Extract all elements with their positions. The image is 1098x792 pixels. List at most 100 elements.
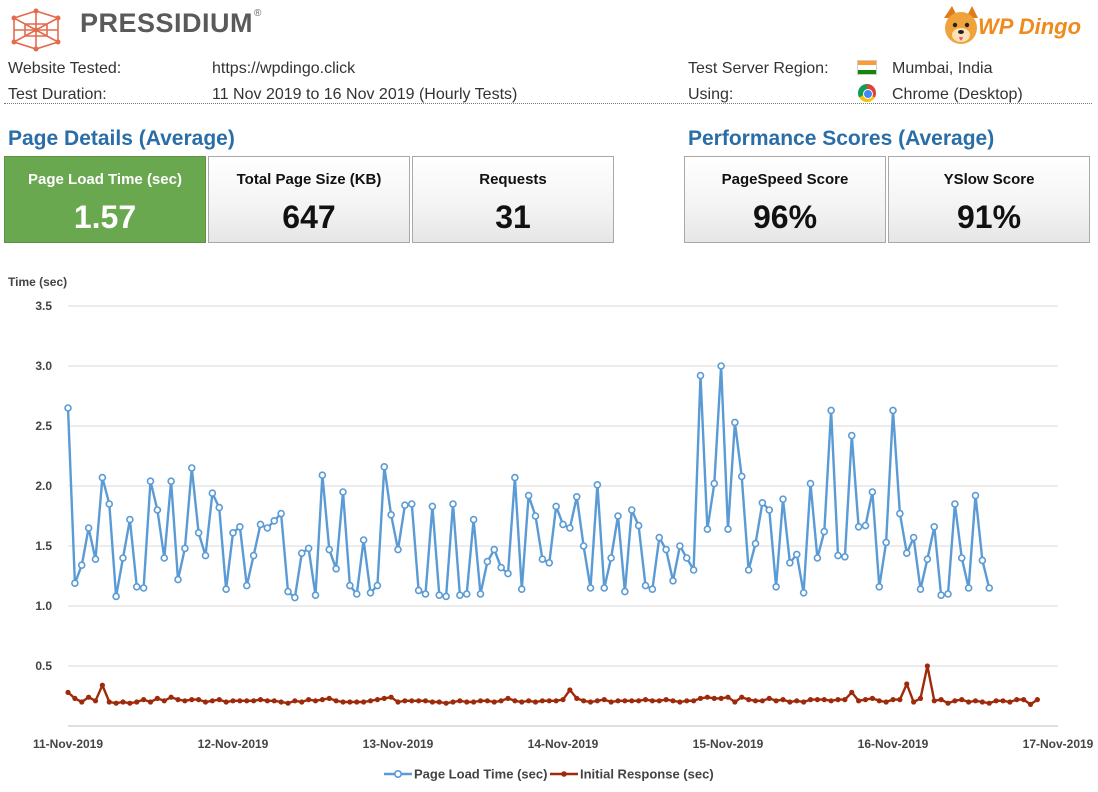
data-point — [271, 698, 277, 704]
header-divider — [4, 103, 1092, 104]
data-point — [600, 584, 609, 592]
data-point — [333, 698, 339, 704]
data-point — [154, 695, 160, 701]
data-point — [462, 590, 471, 598]
data-point — [153, 506, 162, 514]
page-load-time-label: Page Load Time (sec) — [28, 171, 182, 188]
data-point — [450, 699, 456, 705]
y-tick-label: 3.5 — [35, 299, 52, 313]
x-tick-label: 17-Nov-2019 — [1023, 737, 1094, 751]
dingo-mascot-icon — [944, 6, 978, 44]
data-point — [1021, 697, 1027, 703]
data-point — [937, 591, 945, 600]
data-point — [924, 663, 930, 669]
data-point — [119, 554, 127, 562]
data-point — [497, 563, 505, 572]
pagespeed-card: PageSpeed Score 96% — [684, 156, 886, 243]
data-point — [511, 473, 519, 482]
data-point — [139, 584, 148, 592]
data-point — [765, 506, 774, 514]
y-tick-label: 1.0 — [35, 599, 52, 613]
data-point — [256, 520, 265, 529]
website-value: https://wpdingo.click — [212, 60, 356, 77]
data-point — [581, 698, 587, 704]
data-point — [187, 464, 196, 472]
data-point — [297, 549, 306, 558]
data-point — [524, 491, 533, 500]
data-point — [779, 495, 787, 503]
y-tick-label: 1.5 — [35, 539, 52, 553]
data-point — [704, 694, 710, 700]
total-page-size-card: Total Page Size (KB) 647 — [208, 156, 410, 243]
yslow-label: YSlow Score — [943, 171, 1035, 188]
data-point — [835, 697, 841, 703]
data-point — [622, 698, 628, 704]
data-point — [339, 488, 347, 496]
region-label: Test Server Region: — [688, 60, 829, 77]
data-point — [847, 431, 856, 440]
x-tick-label: 15-Nov-2019 — [693, 737, 764, 751]
data-point — [971, 491, 980, 500]
data-point — [352, 590, 361, 598]
data-point — [422, 698, 429, 704]
data-point — [902, 549, 911, 558]
data-point — [684, 698, 690, 704]
data-point — [614, 512, 622, 520]
data-point — [484, 698, 490, 704]
data-point — [216, 697, 222, 703]
data-point — [587, 699, 594, 705]
data-point — [641, 581, 650, 590]
data-point — [634, 521, 643, 530]
data-point — [292, 698, 298, 704]
data-point — [299, 699, 305, 705]
data-point — [483, 557, 492, 566]
data-point — [201, 551, 210, 560]
data-point — [945, 700, 951, 706]
data-point — [257, 697, 264, 703]
x-tick-label: 13-Nov-2019 — [363, 737, 434, 751]
data-point — [306, 697, 312, 703]
data-point — [1014, 697, 1020, 703]
data-point — [517, 585, 526, 594]
data-point — [828, 698, 834, 704]
data-point — [849, 689, 855, 695]
using-value: Chrome (Desktop) — [892, 86, 1023, 103]
data-point — [394, 545, 402, 554]
using-label: Using: — [688, 86, 734, 103]
data-point — [923, 555, 932, 564]
data-point — [897, 697, 903, 703]
data-point — [904, 681, 910, 687]
data-point — [751, 539, 760, 548]
data-point — [642, 697, 649, 703]
chrome-icon — [858, 84, 876, 102]
data-point — [594, 698, 600, 704]
data-point — [98, 473, 107, 482]
data-point — [703, 525, 712, 534]
page-load-time-card: Page Load Time (sec) 1.57 — [4, 156, 206, 243]
data-point — [978, 556, 987, 565]
data-point — [875, 582, 884, 591]
data-point — [959, 697, 965, 703]
data-point — [979, 699, 985, 705]
data-point — [1007, 699, 1013, 705]
data-point — [952, 698, 958, 704]
data-point — [545, 558, 554, 567]
data-point — [326, 695, 332, 701]
data-point — [134, 699, 140, 705]
pagespeed-value: 96% — [752, 199, 818, 235]
data-point — [539, 698, 545, 704]
data-point — [249, 551, 258, 560]
data-point — [196, 697, 202, 703]
data-point — [655, 533, 664, 542]
chart-legend: Page Load Time (sec) Initial Response (se… — [384, 767, 714, 782]
total-page-size-label: Total Page Size (KB) — [236, 171, 382, 188]
data-point — [374, 697, 380, 703]
data-point — [737, 472, 746, 481]
x-tick-label: 11-Nov-2019 — [33, 737, 103, 751]
data-point — [930, 522, 939, 531]
data-point — [436, 699, 442, 705]
data-point — [359, 536, 368, 544]
data-point — [244, 698, 250, 704]
data-point — [799, 588, 808, 597]
data-point — [552, 502, 560, 511]
